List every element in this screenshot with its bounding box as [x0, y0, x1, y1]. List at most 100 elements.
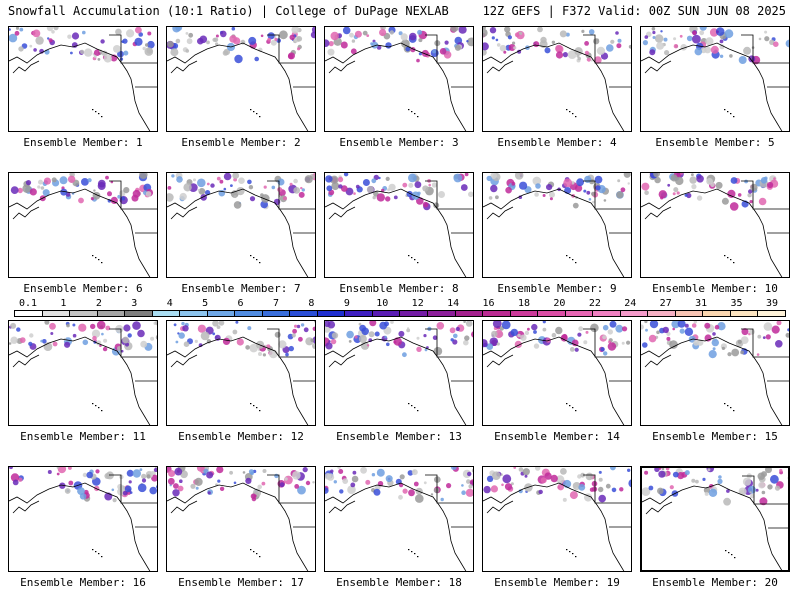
snow-shading: [691, 173, 694, 177]
snow-shading: [29, 44, 33, 48]
hawaii-island: [253, 257, 255, 259]
snow-shading: [622, 326, 628, 332]
hawaii-island: [101, 116, 103, 118]
snow-shading: [562, 333, 568, 340]
snow-shading: [593, 38, 600, 45]
snow-shading: [496, 43, 501, 47]
snow-shading: [37, 185, 41, 189]
snow-shading: [642, 487, 651, 496]
snow-shading: [17, 187, 23, 194]
coastline: [109, 34, 122, 45]
snow-shading: [371, 178, 377, 184]
hawaii-island: [734, 557, 736, 559]
snow-shading: [750, 183, 758, 192]
snow-shading: [250, 493, 257, 499]
snow-shading: [694, 47, 703, 56]
snow-shading: [141, 478, 147, 483]
snow-shading: [97, 179, 106, 188]
snow-shading: [501, 483, 504, 487]
snow-shading: [337, 467, 341, 469]
snow-shading: [314, 321, 315, 323]
snow-shading: [574, 47, 583, 56]
snow-shading: [610, 467, 616, 471]
snow-shading: [565, 32, 570, 37]
snow-shading: [758, 37, 762, 41]
snow-shading: [714, 324, 720, 330]
snow-shading: [145, 43, 149, 47]
snow-shading: [595, 185, 601, 191]
snow-shading: [220, 30, 227, 38]
hawaii-island: [92, 549, 94, 551]
snow-shading: [10, 322, 17, 329]
snow-shading: [555, 51, 564, 59]
snow-shading: [707, 468, 711, 472]
snow-shading: [289, 34, 295, 40]
coastline: [267, 474, 280, 485]
snow-shading: [491, 330, 498, 338]
colorbar-label: 14: [447, 298, 460, 309]
snow-shading: [571, 339, 579, 347]
coastline: [644, 354, 672, 368]
coastline: [483, 482, 625, 571]
snow-shading: [215, 34, 219, 38]
snow-shading: [469, 479, 473, 486]
hawaii-island: [98, 259, 100, 261]
snow-shading: [107, 191, 112, 197]
ensemble-panel: Ensemble Member: 7: [166, 172, 316, 295]
snow-shading: [233, 201, 242, 209]
snow-shading: [296, 36, 303, 42]
colorbar-swatch: [620, 311, 649, 316]
snow-shading: [261, 194, 270, 203]
snow-shading: [176, 176, 183, 183]
coastline: [328, 500, 356, 514]
snow-shading: [626, 340, 631, 345]
snow-shading: [507, 35, 512, 40]
coastline: [325, 336, 467, 425]
snow-shading: [615, 324, 624, 333]
snow-shading: [785, 39, 789, 48]
snow-shading: [598, 477, 603, 482]
snow-shading: [418, 52, 422, 56]
snow-shading: [520, 334, 527, 341]
hawaii-island: [253, 405, 255, 407]
snow-shading: [146, 474, 151, 479]
snow-shading: [294, 324, 298, 328]
colorbar-swatch: [510, 311, 539, 316]
snow-shading: [219, 486, 225, 491]
snow-shading: [105, 325, 111, 331]
snow-shading: [691, 184, 697, 190]
ensemble-panel: Ensemble Member: 1: [8, 26, 158, 149]
snow-shading: [418, 38, 423, 43]
snow-shading: [68, 480, 74, 486]
snow-shading: [449, 327, 456, 334]
snow-shading: [284, 477, 288, 481]
snow-shading: [761, 490, 766, 495]
snow-shading: [689, 176, 697, 184]
snow-shading: [542, 321, 546, 324]
member-map: [8, 26, 158, 132]
snow-shading: [627, 182, 630, 185]
snow-shading: [512, 41, 516, 45]
snow-shading: [28, 341, 33, 346]
snow-shading: [716, 30, 719, 34]
snow-shading: [331, 182, 340, 191]
snow-shading: [450, 338, 454, 342]
snow-shading: [361, 327, 369, 336]
hawaii-island: [256, 113, 258, 115]
snow-shading: [262, 353, 266, 357]
snow-shading: [216, 325, 221, 329]
snow-shading: [765, 468, 772, 474]
snow-shading: [330, 31, 339, 41]
snow-shading: [416, 346, 422, 352]
snow-shading: [603, 199, 607, 202]
hawaii-island: [408, 255, 410, 257]
snow-shading: [285, 352, 289, 357]
snow-shading: [762, 336, 766, 339]
snow-shading: [305, 480, 311, 486]
snow-shading: [289, 182, 293, 186]
snow-shading: [432, 335, 438, 340]
snow-shading: [182, 325, 189, 332]
snow-shading: [717, 478, 723, 484]
snow-shading: [585, 472, 594, 481]
coastline: [267, 34, 280, 45]
